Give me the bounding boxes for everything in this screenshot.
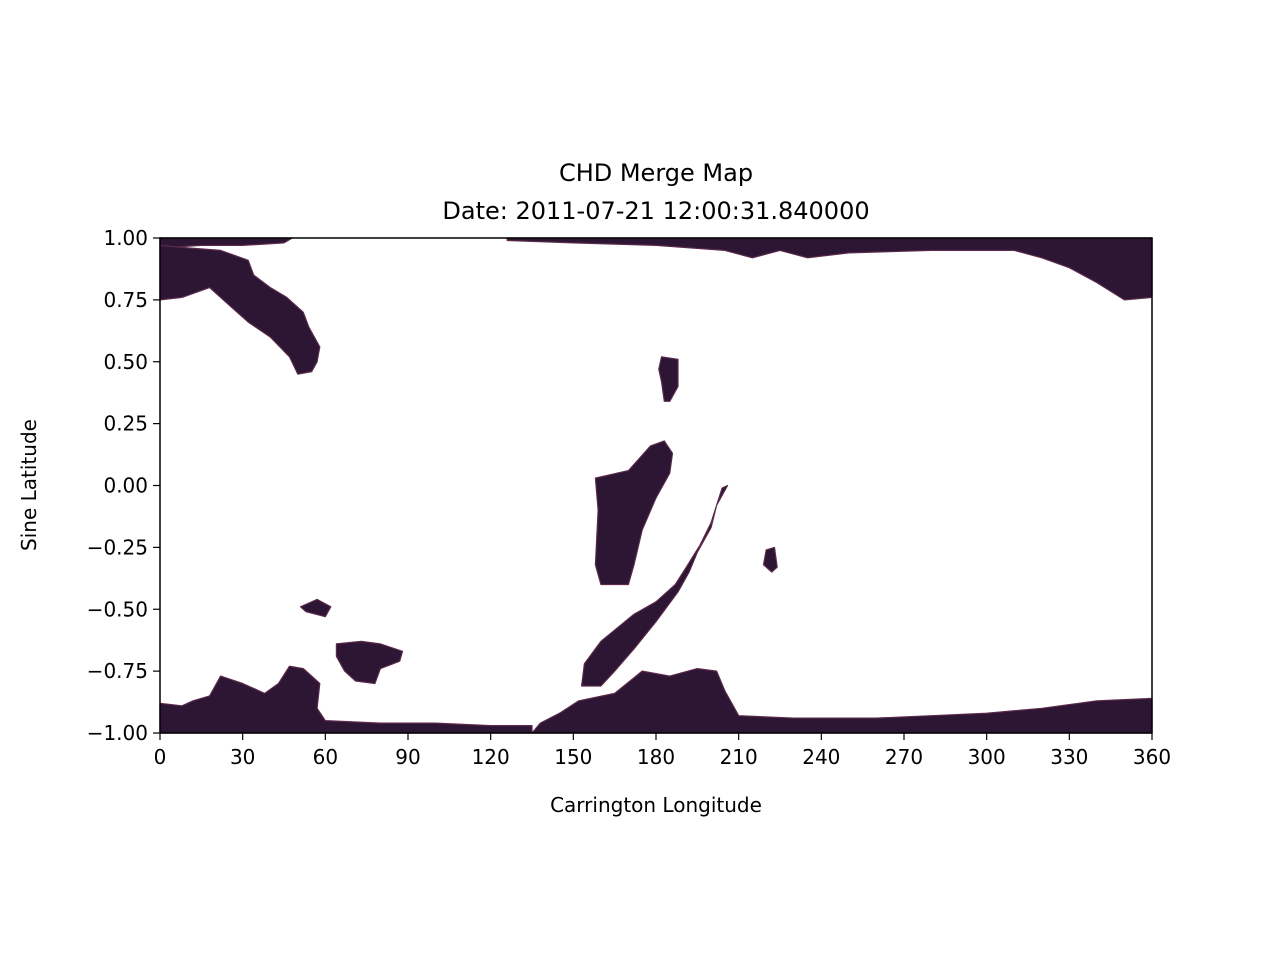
- x-tick-label: 0: [154, 745, 167, 769]
- x-tick-label: 60: [313, 745, 338, 769]
- plot-area: [159, 237, 1153, 734]
- coronal-hole-small-hole-55: [299, 598, 332, 618]
- x-axis-label: Carrington Longitude: [550, 793, 762, 817]
- x-tick-label: 210: [720, 745, 758, 769]
- x-tick-label: 330: [1050, 745, 1088, 769]
- x-tick-label: 180: [637, 745, 675, 769]
- y-tick-label: 0.25: [103, 412, 148, 436]
- coronal-hole-central-filament: [580, 484, 729, 687]
- x-tick-label: 30: [230, 745, 255, 769]
- y-axis: 1.00 0.75 0.50 0.25 0.00 −0.25 −0.50 −0.75 −1.00: [87, 226, 160, 745]
- coronal-hole-small-hole-222: [762, 546, 778, 573]
- y-tick-label: −0.25: [87, 535, 148, 559]
- coronal-hole-central-hole: [594, 440, 674, 586]
- x-tick-label: 120: [472, 745, 510, 769]
- y-tick-label: 1.00: [103, 226, 148, 250]
- y-tick-label: −0.75: [87, 659, 148, 683]
- y-tick-label: 0.00: [103, 474, 148, 498]
- y-axis-label: Sine Latitude: [17, 419, 41, 551]
- coronal-hole-south-polar-cluster-west: [159, 665, 533, 734]
- coronal-hole-layer: [159, 237, 1153, 734]
- coronal-hole-north-polar-band-east: [506, 237, 1153, 301]
- chart-subtitle: Date: 2011-07-21 12:00:31.840000: [442, 197, 869, 225]
- y-tick-label: −1.00: [87, 721, 148, 745]
- x-tick-label: 270: [885, 745, 923, 769]
- x-tick-label: 90: [395, 745, 420, 769]
- x-tick-label: 360: [1133, 745, 1171, 769]
- y-tick-label: 0.50: [103, 350, 148, 374]
- coronal-hole-north-small-hole: [658, 356, 679, 402]
- y-tick-label: −0.50: [87, 597, 148, 621]
- x-tick-label: 150: [554, 745, 592, 769]
- y-tick-label: 0.75: [103, 288, 148, 312]
- x-axis: 0 30 60 90 120 150 180 210 240 270 300 330 360: [154, 733, 1171, 769]
- coronal-hole-south-polar-band-east: [531, 667, 1153, 734]
- x-tick-label: 300: [968, 745, 1006, 769]
- coronal-hole-hole-65: [335, 640, 404, 685]
- coronal-hole-northwest-hole: [159, 244, 321, 375]
- chart-title: CHD Merge Map: [559, 159, 753, 187]
- x-tick-label: 240: [802, 745, 840, 769]
